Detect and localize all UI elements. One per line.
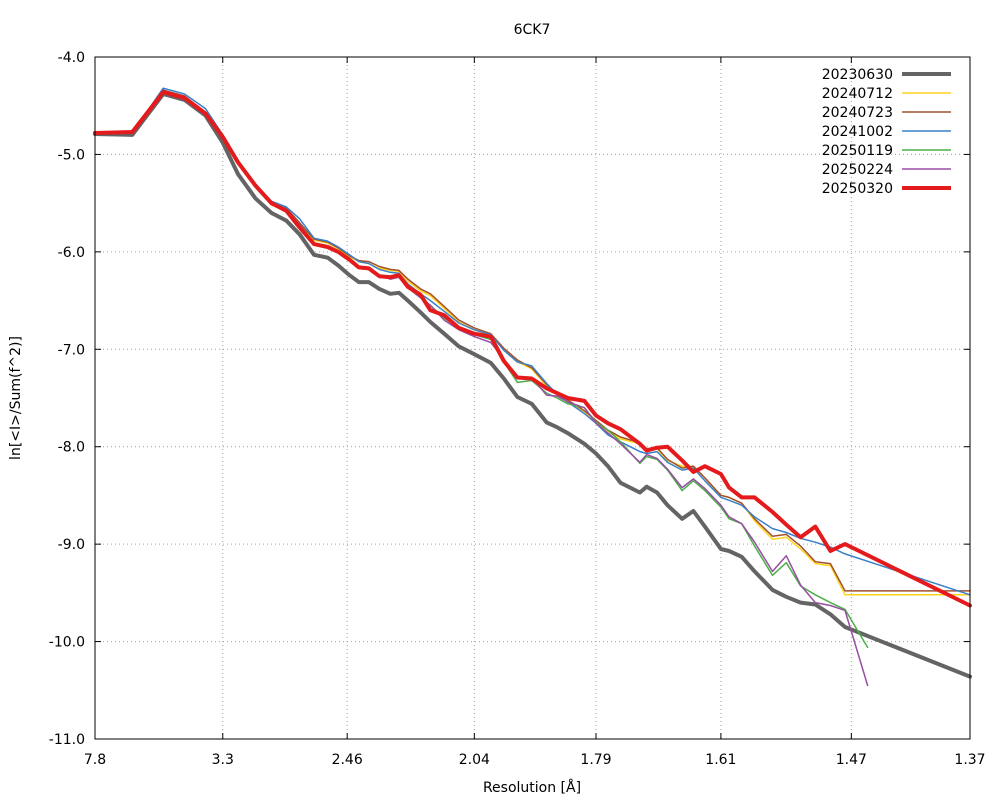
legend-label: 20241002 xyxy=(822,124,893,140)
y-tick-label: -6.0 xyxy=(58,245,85,261)
series-line-20250320 xyxy=(93,90,972,608)
legend-label: 20250119 xyxy=(822,143,893,159)
y-tick-label: -10.0 xyxy=(49,635,85,651)
x-tick-label: 3.3 xyxy=(212,752,234,768)
series-line-20250119 xyxy=(94,91,869,649)
x-tick-label: 1.79 xyxy=(580,752,611,768)
legend-label: 20250224 xyxy=(822,162,893,178)
y-tick-label: -9.0 xyxy=(58,537,85,553)
axis-ticks: 7.8 3.3 2.46 2.04 1.79 1.61 1.47 1.37 -4.0 -5.0 -6… xyxy=(49,50,986,768)
x-tick-label: 1.61 xyxy=(705,752,736,768)
plot-frame xyxy=(94,56,971,740)
x-axis-label: Resolution [Å] xyxy=(483,779,581,796)
legend-label: 20240723 xyxy=(822,105,893,121)
y-tick-label: -8.0 xyxy=(58,440,85,456)
series-line-20241002 xyxy=(94,87,971,596)
x-tick-label: 2.04 xyxy=(459,752,490,768)
y-axis-label: ln[<I>/Sum(f^2)] xyxy=(8,336,24,460)
series-line-20250224 xyxy=(94,91,869,687)
chart-title: 6CK7 xyxy=(514,22,551,38)
x-tick-label: 1.37 xyxy=(954,752,985,768)
x-tick-label: 1.47 xyxy=(836,752,867,768)
y-tick-label: -4.0 xyxy=(58,50,85,66)
legend: 20230630 20240712 20240723 20241002 20250119… xyxy=(822,67,951,197)
legend-label: 20240712 xyxy=(822,86,893,102)
y-tick-label: -5.0 xyxy=(58,147,85,163)
y-tick-label: -11.0 xyxy=(49,732,85,748)
legend-label: 20230630 xyxy=(822,67,893,83)
y-tick-label: -7.0 xyxy=(58,342,85,358)
series-line-20230630 xyxy=(93,92,972,679)
grid-lines xyxy=(94,56,971,740)
x-tick-label: 7.8 xyxy=(84,752,106,768)
legend-label: 20250320 xyxy=(822,181,893,197)
plot-lines xyxy=(93,87,972,687)
x-tick-label: 2.46 xyxy=(332,752,363,768)
